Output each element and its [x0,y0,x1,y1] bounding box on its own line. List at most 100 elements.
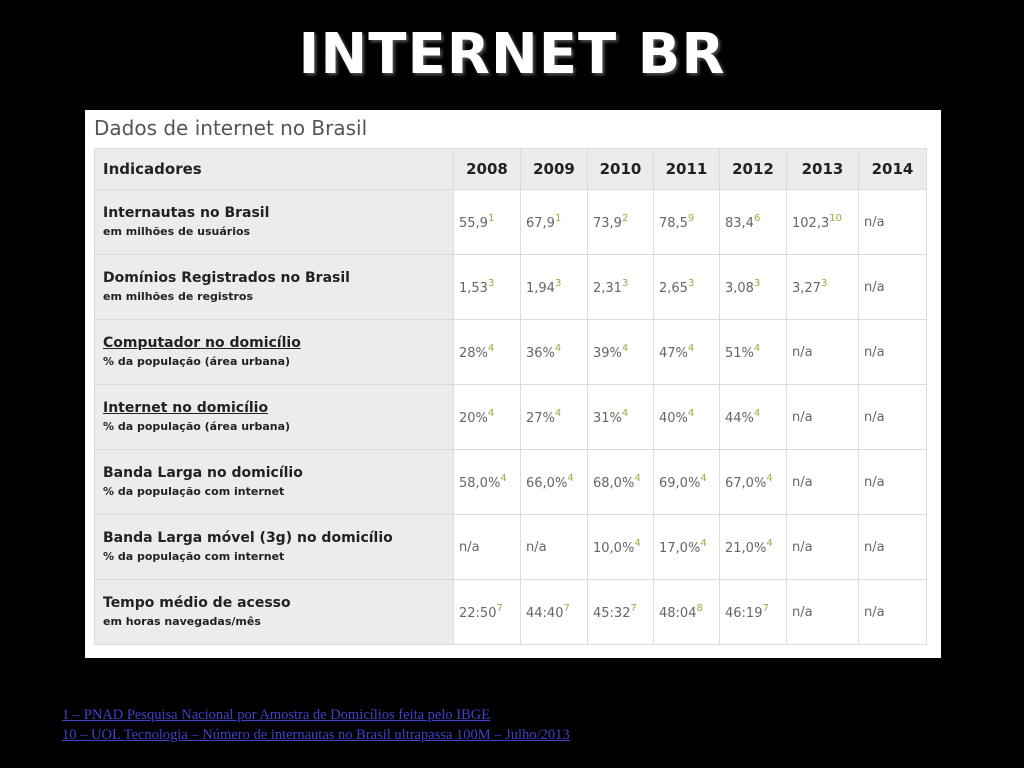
footnote-ref: 3 [621,278,629,289]
cell-value: 22:50 [459,606,497,621]
cell-value: n/a [792,344,813,360]
value-cell: 44:407 [520,579,588,645]
cell-value: n/a [864,539,885,555]
indicator-subtitle: % da população (área urbana) [103,420,291,433]
indicator-title: Tempo médio de acesso [103,595,291,611]
value-cell: 67,0%4 [719,449,787,515]
cell-value: 1,94 [526,281,555,296]
table-body: Internautas no Brasil em milhões de usuár… [94,189,927,645]
cell-value: 2,65 [659,281,688,296]
cell-value: 44% [725,411,754,426]
header-year: 2010 [587,148,654,190]
value-cell: 83,46 [719,189,787,255]
cell-value: 45:32 [593,606,631,621]
indicator-subtitle: em milhões de registros [103,290,254,303]
cell-value: 68,0% [593,476,635,491]
cell-value: n/a [864,214,885,230]
cell-value: 3,08 [725,281,754,296]
value-cell: 36%4 [520,319,588,385]
footnote-ref: 1 [487,213,495,224]
value-cell: 22:507 [453,579,521,645]
indicator-title-link[interactable]: Computador no domicílio [103,335,301,351]
indicator-title-link[interactable]: Internet no domicílio [103,400,269,416]
table-header-row: Indicadores 2008 2009 2010 2011 2012 201… [94,148,927,190]
value-cell: 47%4 [653,319,720,385]
indicator-subtitle: em horas navegadas/mês [103,615,261,628]
cell-value: n/a [792,539,813,555]
cell-value: 78,5 [659,216,688,231]
value-cell: n/a [858,514,927,580]
footnote-ref: 7 [563,603,570,614]
cell-value: 17,0% [659,541,701,556]
footnote-ref: 4 [700,538,707,549]
footnote-ref: 4 [554,408,562,419]
footnote-link[interactable]: 10 – UOL Tecnologia – Número de internau… [62,727,570,743]
indicator-title: Domínios Registrados no Brasil [103,270,350,286]
footnote-ref: 4 [687,343,695,354]
footnote-ref: 7 [496,603,503,614]
cell-value: n/a [864,344,885,360]
value-cell: 48:048 [653,579,720,645]
value-cell: 1,533 [453,254,521,320]
cell-value: 69,0% [659,476,701,491]
table-row: Internautas no Brasil em milhões de usuár… [94,189,927,255]
indicator-cell: Domínios Registrados no Brasil em milhões… [94,254,454,320]
table-row: Tempo médio de acesso em horas navegadas/… [94,579,927,645]
cell-value: 36% [526,346,555,361]
footnote-ref: 4 [687,408,695,419]
cell-value: 28% [459,346,488,361]
table-row: Domínios Registrados no Brasil em milhões… [94,254,927,320]
value-cell: n/a [520,514,588,580]
table-row: Computador no domicílio % da população (á… [94,319,927,385]
value-cell: n/a [858,319,927,385]
cell-value: 10,0% [593,541,635,556]
cell-value: n/a [864,474,885,490]
footnote-ref: 4 [500,473,507,484]
footnote-ref: 4 [753,408,761,419]
value-cell: 39%4 [587,319,654,385]
footnote-ref: 9 [687,213,695,224]
cell-value: 20% [459,411,488,426]
cell-value: 2,31 [593,281,622,296]
footnote-ref: 10 [829,213,842,224]
footnote-ref: 3 [554,278,562,289]
cell-value: n/a [792,604,813,620]
value-cell: 3,273 [786,254,859,320]
cell-value: 46:19 [725,606,763,621]
cell-value: n/a [526,539,547,555]
cell-value: 51% [725,346,754,361]
value-cell: 102,310 [786,189,859,255]
slide-title: INTERNET BR [298,22,726,87]
cell-value: 55,9 [459,216,488,231]
indicator-cell: Computador no domicílio % da população (á… [94,319,454,385]
value-cell: n/a [858,189,927,255]
footnote-ref: 3 [487,278,495,289]
value-cell: n/a [453,514,521,580]
header-year: 2008 [453,148,521,190]
cell-value: 44:40 [526,606,564,621]
footnotes: 1 – PNAD Pesquisa Nacional por Amostra d… [62,705,570,745]
value-cell: n/a [786,319,859,385]
cell-value: n/a [792,409,813,425]
footnote-link[interactable]: 1 – PNAD Pesquisa Nacional por Amostra d… [62,707,491,723]
cell-value: 47% [659,346,688,361]
indicator-cell: Banda Larga móvel (3g) no domicílio % da … [94,514,454,580]
footnote-ref: 4 [766,473,773,484]
footnote-ref: 3 [820,278,828,289]
table-row: Banda Larga móvel (3g) no domicílio % da … [94,514,927,580]
footnote-ref: 4 [700,473,707,484]
cell-value: 83,4 [725,216,754,231]
value-cell: n/a [858,254,927,320]
value-cell: 44%4 [719,384,787,450]
panel-caption: Dados de internet no Brasil [94,116,368,140]
header-year: 2013 [786,148,859,190]
cell-value: n/a [864,604,885,620]
indicator-cell: Internet no domicílio % da população (áre… [94,384,454,450]
value-cell: 55,91 [453,189,521,255]
footnote-ref: 4 [567,473,574,484]
value-cell: n/a [786,514,859,580]
value-cell: 1,943 [520,254,588,320]
header-year: 2012 [719,148,787,190]
footnote-ref: 2 [621,213,629,224]
value-cell: 66,0%4 [520,449,588,515]
